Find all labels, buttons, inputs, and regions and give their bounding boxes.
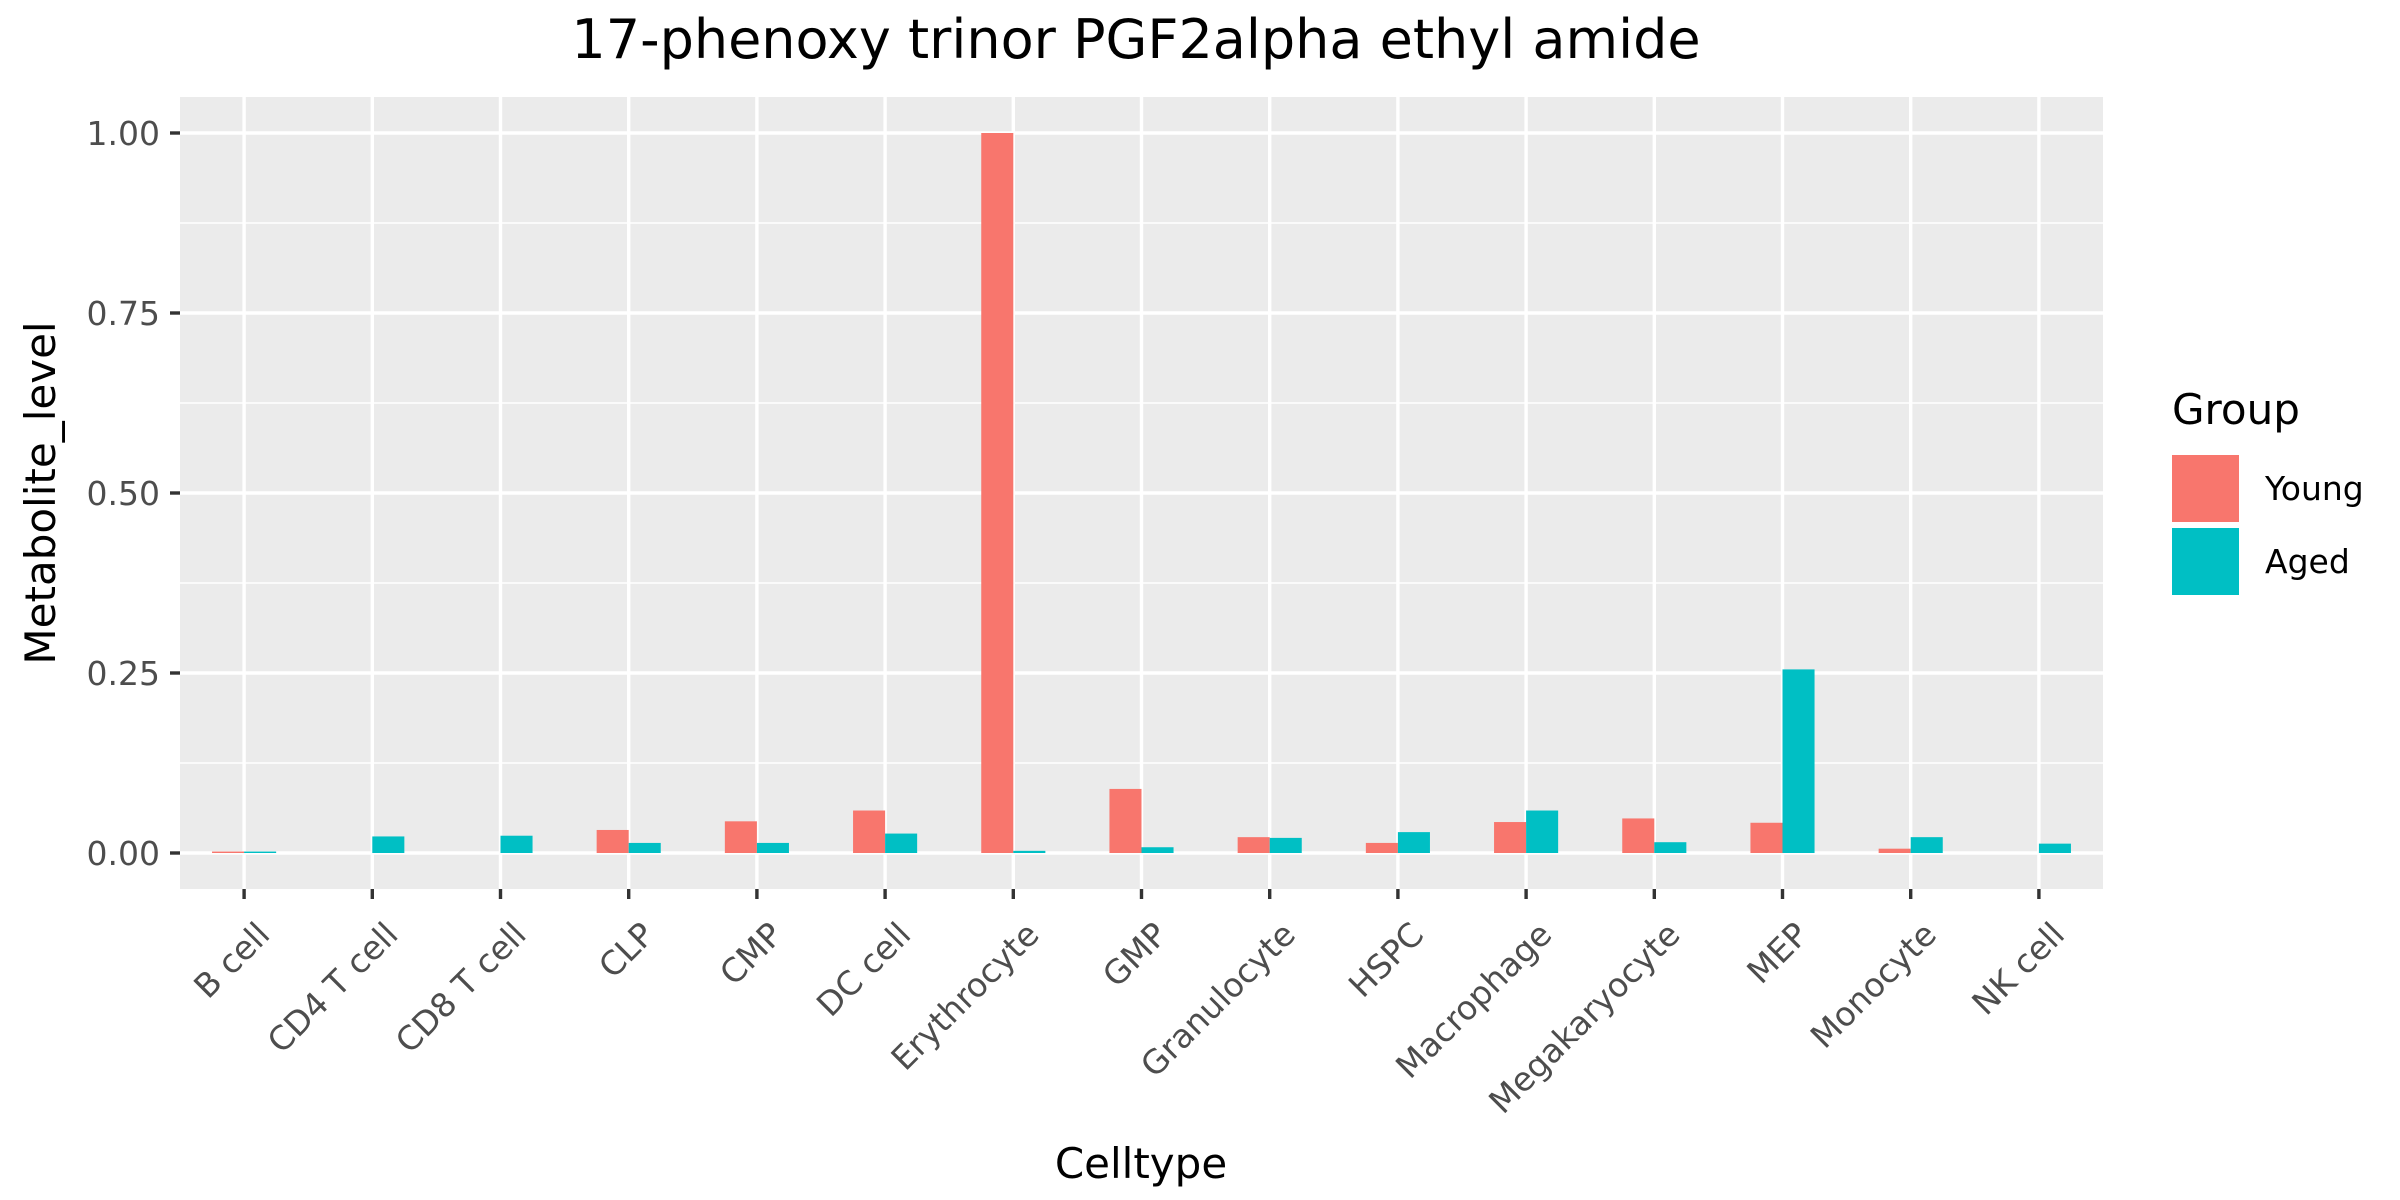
bar-young-dc-cell bbox=[853, 810, 886, 853]
chart-title: 17-phenoxy trinor PGF2alpha ethyl amide bbox=[571, 8, 1700, 71]
legend-label-aged: Aged bbox=[2265, 542, 2350, 581]
y-axis-title: Metabolite_level bbox=[16, 321, 65, 664]
bar-young-cmp bbox=[724, 821, 757, 853]
bar-aged-b-cell bbox=[244, 851, 277, 853]
x-tick-label: DC cell bbox=[809, 915, 918, 1024]
grid-lines bbox=[180, 97, 2103, 889]
legend-key-aged bbox=[2172, 528, 2239, 595]
x-tick-label: Monocyte bbox=[1803, 915, 1944, 1056]
bar-young-macrophage bbox=[1494, 822, 1527, 853]
x-tick-label: CD4 T cell bbox=[260, 915, 406, 1061]
bar-aged-nk-cell bbox=[2038, 843, 2071, 853]
bar-young-mep bbox=[1750, 822, 1783, 853]
bars bbox=[212, 133, 2071, 854]
y-axis: 0.00 0.25 0.50 0.75 1.00 bbox=[87, 114, 180, 873]
legend-key-young bbox=[2172, 455, 2239, 522]
y-tick-label: 0.00 bbox=[87, 834, 160, 873]
bar-aged-granulocyte bbox=[1269, 837, 1302, 853]
bar-aged-gmp bbox=[1141, 847, 1174, 853]
bar-young-b-cell bbox=[212, 851, 245, 853]
y-tick-label: 0.75 bbox=[87, 294, 160, 333]
bar-young-megakaryocyte bbox=[1622, 818, 1655, 853]
y-tick-label: 1.00 bbox=[87, 114, 160, 153]
bar-aged-mep bbox=[1782, 669, 1815, 853]
y-tick-label: 0.25 bbox=[87, 654, 160, 693]
bar-young-gmp bbox=[1109, 788, 1142, 853]
bar-aged-cmp bbox=[756, 842, 789, 853]
bar-aged-dc-cell bbox=[885, 833, 918, 853]
x-tick-label: B cell bbox=[186, 915, 277, 1006]
x-tick-label: NK cell bbox=[1964, 915, 2072, 1023]
bar-aged-cd4-t-cell bbox=[372, 836, 405, 853]
x-tick-label: CD8 T cell bbox=[388, 915, 534, 1061]
bar-young-hspc bbox=[1365, 842, 1398, 853]
legend: Group Young Aged bbox=[2172, 385, 2364, 595]
bar-aged-monocyte bbox=[1910, 837, 1943, 853]
legend-label-young: Young bbox=[2264, 469, 2364, 508]
bar-aged-clp bbox=[628, 842, 661, 853]
x-tick-label: CLP bbox=[591, 915, 662, 986]
legend-title: Group bbox=[2172, 385, 2300, 434]
x-tick-label: CMP bbox=[712, 915, 790, 993]
bar-aged-erythrocyte bbox=[1013, 850, 1046, 853]
x-axis-title: Celltype bbox=[1055, 1139, 1227, 1188]
bar-aged-macrophage bbox=[1526, 810, 1559, 853]
bar-aged-cd8-t-cell bbox=[500, 835, 533, 853]
bar-young-granulocyte bbox=[1237, 837, 1270, 853]
x-tick-label: GMP bbox=[1095, 915, 1175, 995]
bar-aged-hspc bbox=[1397, 832, 1430, 853]
bar-aged-megakaryocyte bbox=[1654, 842, 1687, 853]
bar-young-monocyte bbox=[1878, 848, 1911, 853]
bar-young-erythrocyte bbox=[981, 133, 1014, 853]
x-tick-label: MEP bbox=[1739, 915, 1816, 992]
x-tick-label: HSPC bbox=[1341, 915, 1431, 1005]
bar-young-clp bbox=[596, 829, 629, 853]
y-tick-label: 0.50 bbox=[87, 474, 160, 513]
